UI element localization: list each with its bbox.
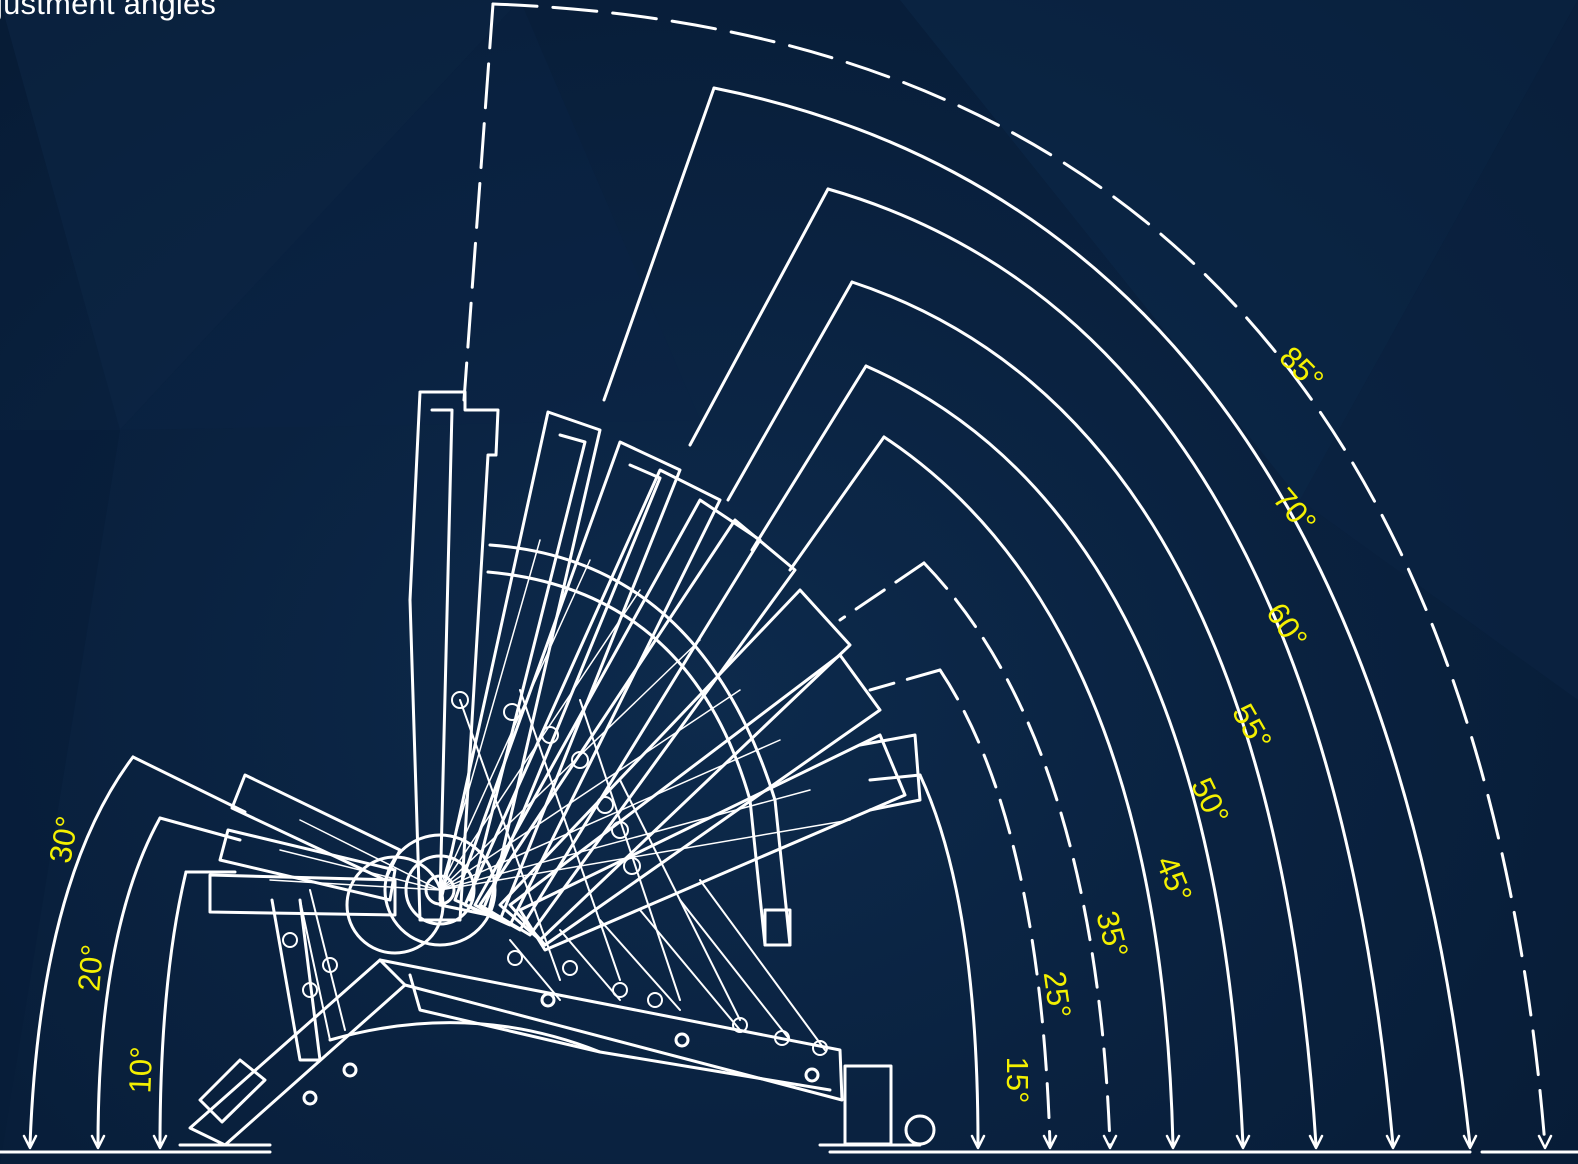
label-left-30: 30° xyxy=(42,813,85,865)
backrest-45 xyxy=(478,518,797,937)
label-50: 50° xyxy=(1184,772,1236,829)
label-60: 60° xyxy=(1259,596,1314,654)
arc-55 xyxy=(726,280,1318,1147)
diagram-title: justment angles xyxy=(0,0,217,21)
arc-left-10 xyxy=(158,870,237,1147)
arc-60 xyxy=(688,187,1395,1147)
arc-15 xyxy=(868,773,980,1147)
arc-45 xyxy=(788,435,1175,1147)
label-45: 45° xyxy=(1149,851,1199,908)
ground-arrowheads xyxy=(22,1134,1553,1150)
arc-35 xyxy=(838,561,1112,1147)
fan-spokes xyxy=(269,539,851,891)
arc-25 xyxy=(868,668,1052,1147)
arc-70 xyxy=(602,86,1472,1147)
seat-10 xyxy=(208,873,397,917)
label-25: 25° xyxy=(1037,969,1078,1020)
backrest-15 xyxy=(518,733,922,952)
linkage-rods xyxy=(282,689,828,1056)
label-85: 85° xyxy=(1273,339,1331,397)
seat-20 xyxy=(218,828,397,902)
arc-85 xyxy=(462,2,1547,1147)
backrest-85 xyxy=(408,390,500,922)
label-55: 55° xyxy=(1225,698,1279,756)
label-70: 70° xyxy=(1266,481,1323,539)
guide-rail xyxy=(486,543,792,947)
label-left-20: 20° xyxy=(71,943,110,993)
label-left-10: 10° xyxy=(122,1046,159,1094)
arc-50 xyxy=(750,364,1245,1147)
arc-left-30 xyxy=(28,755,247,1147)
label-35: 35° xyxy=(1089,907,1135,961)
bench-frame xyxy=(178,898,936,1147)
label-15: 15° xyxy=(1000,1057,1035,1104)
